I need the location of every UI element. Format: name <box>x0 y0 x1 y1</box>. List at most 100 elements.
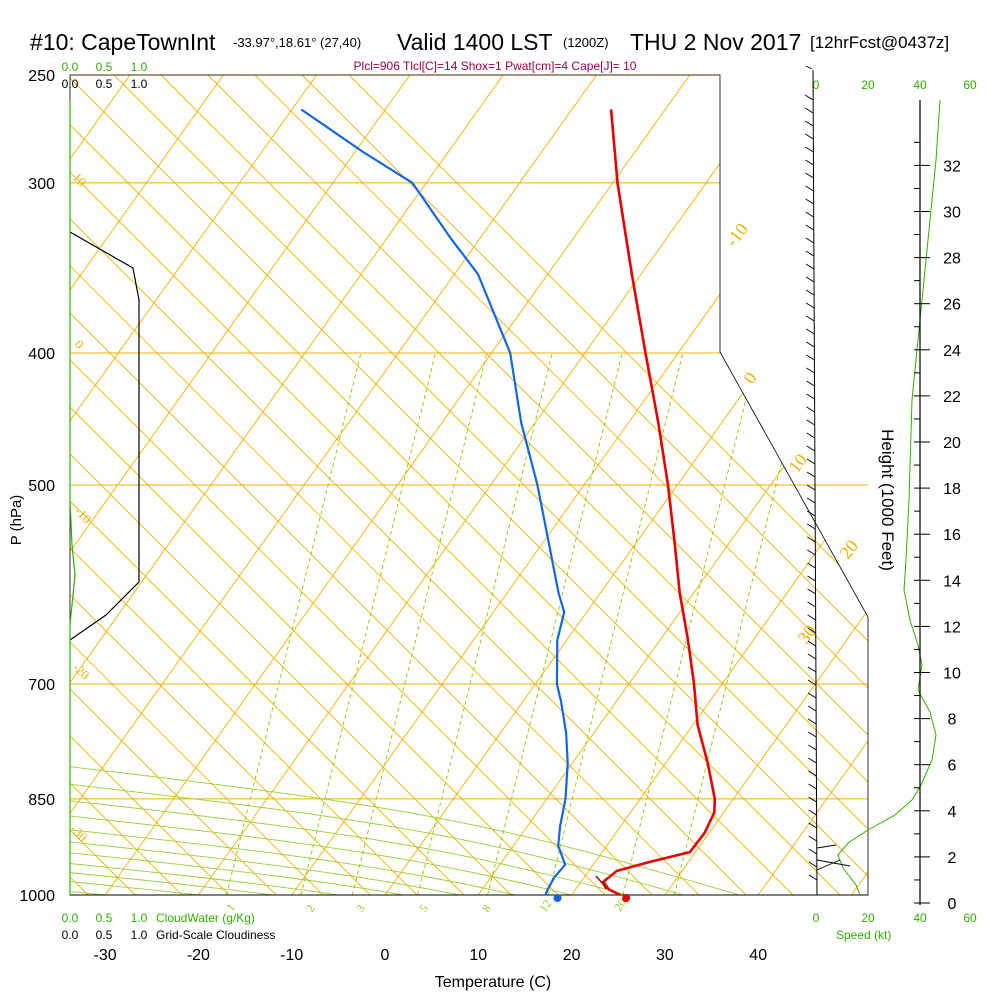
surface-dewpoint-marker <box>553 894 562 902</box>
bot-cl-tick-2: 1.0 <box>131 928 148 942</box>
wind-barb <box>806 445 816 452</box>
wind-speed-bottom-ticks: 0 20 40 60 <box>813 911 977 925</box>
wind-barb <box>805 276 815 283</box>
wind-barb <box>807 692 817 699</box>
isotherm--110 <box>0 0 37 895</box>
wind-barb <box>808 744 817 751</box>
wind-barb <box>807 653 817 660</box>
wind-barb <box>807 562 816 569</box>
height-tick-label: 6 <box>948 758 957 775</box>
wind-barb <box>806 406 815 413</box>
isotherm-50 <box>851 75 868 895</box>
top-cw-tick-2: 1.0 <box>131 60 148 74</box>
wind-barb <box>808 861 818 868</box>
mixing-ratio-label: 5 <box>416 902 431 915</box>
height-tick-label: 10 <box>943 666 961 683</box>
isotherm--10 <box>291 75 868 895</box>
wind-speed-top-tick: 40 <box>913 78 927 92</box>
wind-barb <box>807 588 816 595</box>
wind-barb <box>805 211 814 218</box>
wind-barb <box>806 471 816 478</box>
bot-cw-tick-1: 0.5 <box>96 911 113 925</box>
isotherm--100 <box>70 75 132 895</box>
wind-barb-staff <box>812 69 818 896</box>
wind-barb <box>805 315 815 322</box>
x-tick-label: -20 <box>187 947 210 964</box>
isotherm-label: -10 <box>721 219 752 250</box>
x-tick-label: -10 <box>280 947 303 964</box>
wind-barb <box>808 783 817 790</box>
bot-cl-tick-0: 0.0 <box>62 928 79 942</box>
wind-barb <box>805 172 814 179</box>
isotherm--50 <box>70 75 598 895</box>
wind-barb <box>804 94 814 101</box>
dry-adiabat <box>70 75 324 895</box>
isotherm--60 <box>70 75 505 895</box>
mixing-ratio-1 <box>225 352 362 895</box>
wind-barb <box>806 510 816 517</box>
surface-temperature-marker <box>622 894 631 902</box>
mixing-ratio-label: 3 <box>353 902 368 915</box>
wind-barb <box>804 107 814 114</box>
wind-barb <box>807 640 817 647</box>
isotherm-label: 20 <box>835 536 862 562</box>
wind-barb <box>808 757 817 764</box>
wind-barb <box>806 432 816 439</box>
top-cw-tick-0: 0.0 <box>62 60 79 74</box>
wind-barb <box>806 367 815 374</box>
wind-speed-bottom-tick: 0 <box>813 911 820 925</box>
isotherm--80 <box>70 75 318 895</box>
cloud-water-line <box>69 100 76 895</box>
height-tick-label: 12 <box>943 619 961 636</box>
wind-speed-panel: 0 20 40 60 0 20 40 60 Speed (kt) <box>813 78 977 942</box>
wind-barb <box>805 263 815 270</box>
forecast-date: THU 2 Nov 2017 <box>630 29 801 55</box>
moist-adiabat <box>70 75 740 895</box>
wind-barb <box>807 731 817 738</box>
isotherm-30 <box>664 75 868 895</box>
top-cw-tick-1: 0.5 <box>96 60 113 74</box>
wind-barb <box>805 224 815 231</box>
isotherm-20 <box>571 75 868 895</box>
wind-barb <box>806 328 815 335</box>
mixing-ratio-label: 2 <box>303 902 318 915</box>
dry-adiabat <box>70 75 277 895</box>
wind-barb <box>807 601 816 608</box>
pressure-tick-label: 850 <box>28 792 55 809</box>
wind-barb <box>807 549 816 556</box>
parcel-trace <box>595 875 607 890</box>
wind-barb <box>806 523 816 530</box>
wind-speed-bottom-tick: 40 <box>913 911 927 925</box>
height-tick-label: 8 <box>948 712 957 729</box>
wind-barb <box>807 536 816 543</box>
top-cloud-ticks: 0.0 0.5 1.0 0.0 0.5 1.0 <box>62 60 148 91</box>
forecast-info: [12hrFcst@0437z] <box>810 33 949 52</box>
y-axis-label: P (hPa) <box>8 495 25 546</box>
x-tick-label: 40 <box>749 947 767 964</box>
wind-barb <box>805 250 815 257</box>
valid-time: Valid 1400 LST <box>397 29 553 55</box>
x-tick-label: 10 <box>469 947 487 964</box>
mixing-ratio-28 <box>673 352 810 895</box>
mixing-ratio-lines <box>225 352 810 895</box>
wind-barb <box>806 484 816 491</box>
wind-barb <box>805 146 814 153</box>
mixing-ratio-8 <box>487 352 623 895</box>
wind-barb <box>807 666 817 673</box>
pressure-tick-label: 250 <box>28 68 55 85</box>
wind-speed-top-ticks: 0 20 40 60 <box>813 78 977 92</box>
wind-barb <box>806 458 816 465</box>
wind-barb <box>805 185 814 192</box>
isotherm-lines <box>0 0 868 895</box>
bot-cw-tick-2: 1.0 <box>131 911 148 925</box>
wind-barb <box>816 859 841 871</box>
moist-adiabat <box>0 51 12 895</box>
station-title: #10: CapeTownInt <box>30 29 216 55</box>
height-tick-label: 24 <box>943 343 961 360</box>
wind-barbs <box>804 65 851 896</box>
moist-adiabat <box>70 75 684 895</box>
isotherm--30 <box>104 75 785 895</box>
top-cl-tick-0: 0.0 <box>62 77 79 91</box>
